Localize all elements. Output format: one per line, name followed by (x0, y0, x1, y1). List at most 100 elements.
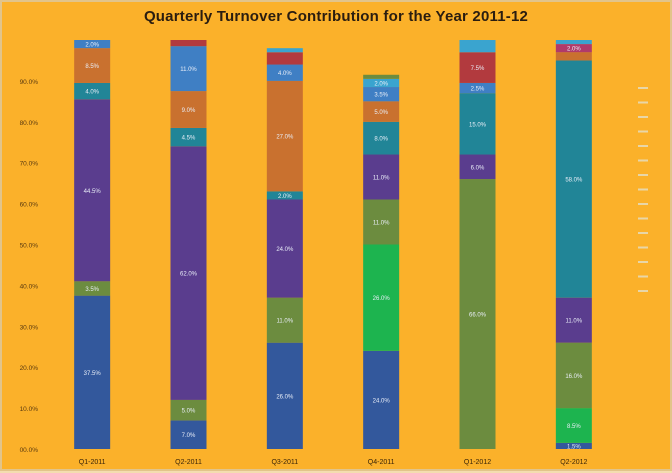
bar-segment (266, 48, 303, 53)
bar-segment (74, 82, 111, 100)
bar-segment (555, 44, 592, 53)
bar-segment (555, 408, 592, 443)
data-label: 2.0% (278, 194, 292, 200)
bar-segment (363, 78, 400, 88)
y-tick-label: 70.0% (20, 161, 39, 168)
data-label: 8.0% (374, 137, 388, 143)
data-label: 62.0% (180, 272, 198, 278)
bar-segment (459, 82, 496, 94)
x-tick-label: Q3-2011 (271, 459, 298, 466)
legend-entry (638, 217, 648, 220)
bar-segment (555, 40, 592, 45)
bar-segment (170, 420, 207, 449)
legend-entry (638, 290, 648, 292)
bar-segment (266, 52, 303, 65)
data-label: 2.5% (471, 87, 485, 93)
data-label: 15.0% (469, 122, 487, 128)
data-label: 2.0% (374, 81, 388, 87)
bar-segment (170, 91, 207, 128)
bar-segment (459, 52, 496, 83)
data-label: 58.0% (565, 178, 583, 184)
legend-entry (638, 261, 648, 263)
data-label: 16.0% (565, 374, 583, 380)
data-label: 8.5% (85, 64, 99, 70)
y-tick-label: 50.0% (20, 243, 39, 250)
legend-entry (638, 101, 648, 104)
bar-segment (363, 199, 400, 245)
bar-segment (74, 295, 111, 449)
bar-segment (266, 342, 303, 449)
bar-segment (459, 93, 496, 155)
bar-segment (363, 244, 400, 351)
bar-segment (459, 40, 496, 53)
data-label: 27.0% (276, 135, 294, 141)
bar-segment (555, 52, 592, 61)
bar-segment (170, 399, 207, 421)
bar-segment (266, 64, 303, 81)
data-label: 2.0% (567, 47, 581, 53)
x-tick-label: Q2-2011 (175, 459, 202, 466)
bar-segment (266, 297, 303, 343)
bar-segment (266, 80, 303, 192)
data-label: 24.0% (276, 247, 294, 253)
bar-segment (363, 121, 400, 155)
bar-segment (170, 46, 207, 92)
bar-segment (459, 154, 496, 180)
bar-segment (266, 199, 303, 298)
bar-segment (170, 40, 207, 47)
data-label: 66.0% (469, 313, 487, 319)
y-tick-label: 00.0% (20, 447, 39, 454)
x-tick-label: Q1-2011 (79, 459, 106, 466)
y-tick-label: 90.0% (20, 79, 39, 86)
data-label: 4.0% (278, 71, 292, 77)
legend-entry (638, 145, 648, 147)
data-label: 11.0% (373, 176, 390, 182)
data-label: 26.0% (276, 394, 294, 400)
data-label: 37.5% (84, 371, 102, 377)
data-label: 2.0% (85, 43, 99, 49)
bar-segment (363, 101, 400, 122)
legend-entry (638, 188, 648, 191)
data-label: 4.5% (182, 136, 196, 142)
data-label: 11.0% (277, 319, 294, 325)
bar-segment (74, 40, 111, 49)
bar-segment (555, 342, 592, 409)
legend-entry (638, 203, 648, 205)
bar-segment (363, 74, 400, 79)
data-label: 24.0% (373, 398, 391, 404)
bar-segment (74, 281, 111, 296)
bar-segment (555, 442, 592, 449)
data-label: 6.0% (471, 165, 485, 171)
x-tick-label: Q1-2012 (464, 459, 491, 466)
bar-segment (363, 154, 400, 200)
y-tick-label: 10.0% (20, 406, 39, 413)
y-tick-label: 40.0% (20, 283, 39, 290)
bar-segment (170, 146, 207, 400)
legend-entry (638, 87, 648, 89)
bar-segment (363, 350, 400, 449)
data-label: 1.5% (567, 444, 581, 450)
legend-entry (638, 116, 648, 118)
x-tick-label: Q4-2011 (368, 459, 395, 466)
legend-entry (638, 159, 648, 162)
y-tick-label: 60.0% (20, 202, 39, 209)
bar-segment (555, 60, 592, 298)
data-label: 26.0% (373, 296, 391, 302)
bar-segment (363, 87, 400, 102)
data-label: 7.5% (471, 66, 485, 72)
y-tick-label: 80.0% (20, 120, 39, 127)
legend-entry (638, 232, 648, 234)
chart-title: Quarterly Turnover Contribution for the … (143, 8, 529, 25)
data-label: 5.0% (182, 409, 196, 415)
bar-segment (459, 179, 496, 449)
legend-entry (638, 275, 648, 278)
bar-segment (170, 127, 207, 147)
bar-segment (266, 191, 303, 200)
data-label: 3.5% (374, 93, 388, 99)
data-label: 9.0% (182, 108, 196, 114)
legend-entry (638, 246, 648, 249)
data-label: 11.0% (373, 221, 390, 227)
y-tick-label: 20.0% (20, 365, 39, 372)
